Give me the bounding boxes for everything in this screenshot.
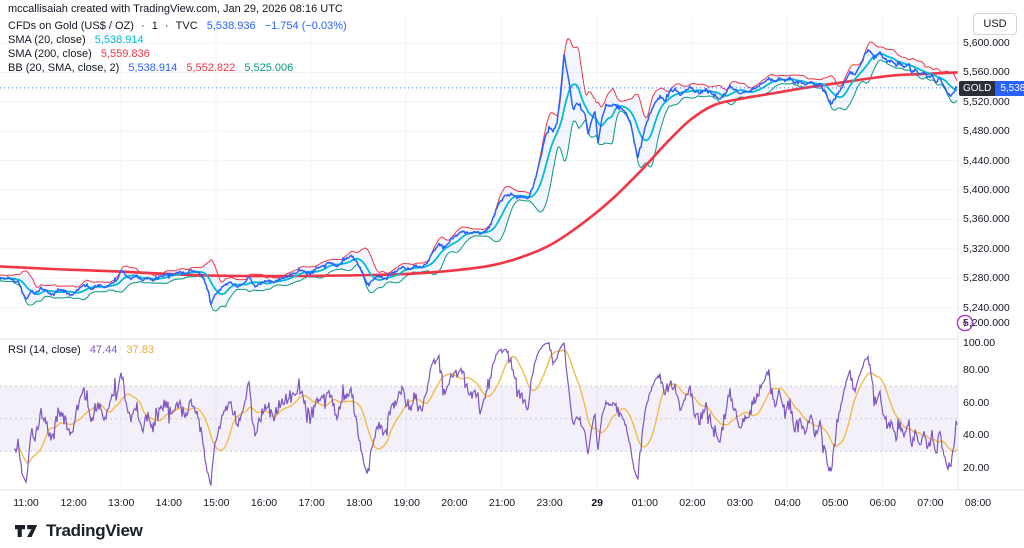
legend-symbol-row[interactable]: CFDs on Gold (US$ / OZ) · 1 · TVC 5,538.… [8,19,347,33]
rsi-ma-value: 37.83 [126,344,154,356]
legend-sma200-row[interactable]: SMA (200, close) 5,559.836 [8,47,347,61]
price-line [0,48,958,306]
time-label: 13:00 [108,497,135,509]
instant-order-lightning-icon[interactable] [956,314,974,332]
price-tick-label: 5,320.000 [963,242,1010,255]
time-label: 05:00 [822,497,849,509]
bollinger-band-fill [0,38,957,311]
bb-upper-value: 5,552.822 [186,62,236,74]
rsi-pane[interactable] [0,342,958,486]
time-label: 06:00 [869,497,896,509]
rsi-line [13,342,958,486]
bollinger-upper-line [0,38,958,288]
legend-sma20-row[interactable]: SMA (20, close) 5,538.914 [8,33,347,47]
time-label: 20:00 [441,497,468,509]
time-label: 15:00 [203,497,230,509]
sma200-line [0,71,958,278]
sma20-label: SMA (20, close) [8,34,86,46]
rsi-tick-label: 80.00 [963,364,990,376]
price-tick-label: 5,280.000 [963,272,1010,285]
legend-separator: · [140,20,145,32]
price-tick-label: 5,440.000 [963,154,1010,167]
bb-lower-value: 5,525.006 [244,62,294,74]
footer-bar: TradingView [0,514,1024,548]
time-label: 21:00 [488,497,516,509]
rsi-value: 47.44 [89,344,118,356]
price-tick-label: 5,600.000 [963,37,1010,49]
symbol-title: CFDs on Gold (US$ / OZ) [8,20,134,32]
bollinger-lower-line [0,59,958,312]
tradingview-logo[interactable]: TradingView [14,521,143,541]
sma200-value: 5,559.836 [100,48,150,60]
symbol-last-price: 5,538.936 [206,20,256,32]
time-label: 17:00 [298,497,325,509]
rsi-tick-label: 60.00 [963,396,990,409]
rsi-label: RSI (14, close) [8,344,81,356]
time-label: 14:00 [155,497,182,509]
price-tick-label: 5,560.000 [963,66,1010,79]
time-label: 11:00 [13,497,39,509]
currency-usd-button[interactable]: USD [973,13,1017,35]
price-tick-label: 5,240.000 [963,301,1010,314]
legend-panel: CFDs on Gold (US$ / OZ) · 1 · TVC 5,538.… [8,19,347,75]
rsi-tick-label: 40.00 [963,429,990,441]
sma20-value: 5,538.914 [94,34,144,46]
symbol-badge-label: GOLD [959,81,996,96]
price-tick-label: 5,360.000 [963,213,1010,226]
time-label: 23:00 [536,497,563,509]
price-tick-label: 5,400.000 [963,184,1010,196]
price-tick-label: 5,200.000 [963,317,1010,329]
bb-label: BB (20, SMA, close, 2) [8,62,120,74]
time-label: 18:00 [346,497,373,509]
legend-rsi-row[interactable]: RSI (14, close) 47.44 37.83 [8,344,154,356]
attribution-text: mccallisaiah created with TradingView.co… [8,3,343,15]
time-label: 04:00 [774,497,801,509]
price-tick-label: 5,520.000 [963,95,1010,108]
tradingview-logo-text: TradingView [46,521,143,540]
tradingview-logo-icon [15,525,38,537]
rsi-tick-label: 20.00 [963,461,990,474]
time-label: 16:00 [250,497,278,509]
time-label: 01:00 [631,497,658,509]
time-label: 29 [591,497,604,509]
rsi-band-fill [0,386,958,452]
time-label: 12:00 [60,497,87,509]
sma20-line [0,52,958,296]
time-label: 19:00 [393,497,420,509]
time-label: 03:00 [726,497,754,509]
last-price-badge-value: 5,538.936 [995,81,1024,96]
legend-bb-row[interactable]: BB (20, SMA, close, 2) 5,538.914 5,552.8… [8,61,347,75]
legend-separator: · [164,20,169,32]
price-tick-label: 5,480.000 [963,125,1010,138]
symbol-change: −1.754 (−0.03%) [264,20,347,32]
time-label: 08:00 [964,497,992,509]
sma200-label: SMA (200, close) [8,48,92,60]
time-label: 07:00 [917,497,944,509]
symbol-exchange: TVC [175,20,198,32]
last-price-badge: GOLD 5,538.936 [959,81,1024,96]
main-price-pane[interactable] [0,38,958,312]
time-label: 02:00 [679,497,706,509]
rsi-tick-label: 100.00 [963,337,996,349]
symbol-interval: 1 [151,20,158,32]
bb-basis-value: 5,538.914 [128,62,178,74]
